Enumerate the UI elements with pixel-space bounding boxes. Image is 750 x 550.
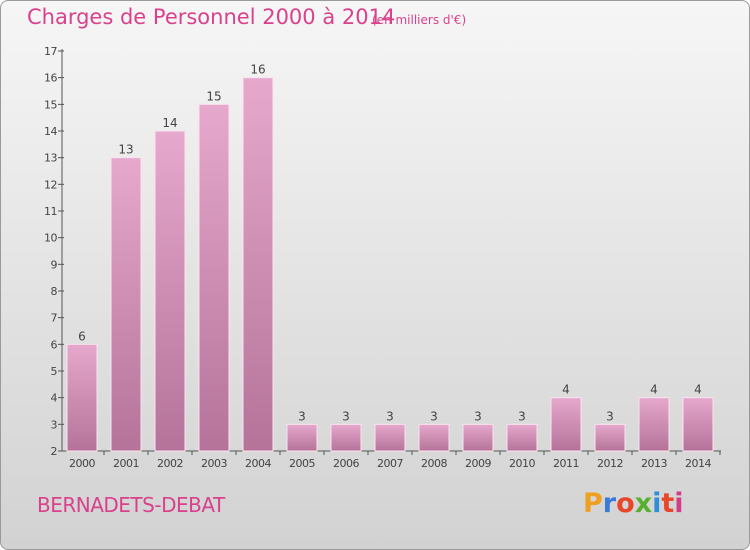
y-tick-label: 13 xyxy=(44,152,57,165)
bar-value-label: 3 xyxy=(342,409,350,423)
bar-value-label: 4 xyxy=(650,383,658,397)
x-tick-label: 2013 xyxy=(641,457,667,470)
x-tick-label: 2014 xyxy=(685,457,711,470)
y-tick-label: 15 xyxy=(44,98,57,111)
y-tick-label: 4 xyxy=(51,392,58,405)
bar-value-label: 4 xyxy=(694,383,702,397)
y-tick-label: 12 xyxy=(44,178,57,191)
bar-value-label: 16 xyxy=(250,63,265,77)
y-tick-label: 17 xyxy=(44,45,57,58)
commune-name: BERNADETS-DEBAT xyxy=(37,493,225,517)
bar xyxy=(330,423,362,452)
y-tick-label: 9 xyxy=(51,258,58,271)
bar-value-label: 3 xyxy=(606,409,614,423)
bar-value-label: 15 xyxy=(206,89,221,103)
bar xyxy=(286,423,318,452)
y-tick-label: 3 xyxy=(51,418,58,431)
bar xyxy=(682,397,714,452)
bar-value-label: 13 xyxy=(118,143,133,157)
bar-value-label: 3 xyxy=(474,409,482,423)
x-tick-label: 2004 xyxy=(245,457,271,470)
bar xyxy=(374,423,406,452)
bar xyxy=(198,103,230,452)
x-tick-label: 2002 xyxy=(157,457,183,470)
y-tick-label: 14 xyxy=(44,125,57,138)
bar-value-label: 4 xyxy=(562,383,570,397)
x-tick-label: 2000 xyxy=(69,457,95,470)
bar-value-label: 14 xyxy=(162,116,177,130)
bar xyxy=(462,423,494,452)
y-tick-label: 8 xyxy=(51,285,58,298)
bar xyxy=(594,423,626,452)
y-tick-label: 6 xyxy=(51,338,58,351)
x-tick-label: 2010 xyxy=(509,457,535,470)
bar xyxy=(550,397,582,452)
y-tick-label: 16 xyxy=(44,72,57,85)
proxiti-logo[interactable]: Proxiti xyxy=(583,488,684,519)
x-tick-label: 2012 xyxy=(597,457,623,470)
bar-value-label: 3 xyxy=(386,409,394,423)
x-tick-label: 2005 xyxy=(289,457,315,470)
y-tick-label: 5 xyxy=(51,365,58,378)
y-tick-label: 10 xyxy=(44,232,57,245)
x-tick-label: 2007 xyxy=(377,457,403,470)
bar xyxy=(66,343,98,452)
bar-value-label: 3 xyxy=(298,409,306,423)
bar xyxy=(506,423,538,452)
chart-title: Charges de Personnel 2000 à 2014 xyxy=(27,5,396,29)
x-tick-label: 2003 xyxy=(201,457,227,470)
bar xyxy=(110,157,142,452)
bar xyxy=(242,77,274,452)
bar-value-label: 6 xyxy=(78,329,86,343)
bar xyxy=(154,130,186,452)
x-tick-label: 2008 xyxy=(421,457,447,470)
y-tick-label: 2 xyxy=(51,445,58,458)
bar xyxy=(638,397,670,452)
chart-subtitle: (en milliers d'€) xyxy=(372,13,467,27)
bar-value-label: 3 xyxy=(430,409,438,423)
bar xyxy=(418,423,450,452)
y-tick-label: 7 xyxy=(51,312,58,325)
x-tick-label: 2009 xyxy=(465,457,491,470)
bar-value-label: 3 xyxy=(518,409,526,423)
x-tick-label: 2001 xyxy=(113,457,139,470)
x-tick-label: 2011 xyxy=(553,457,579,470)
y-tick-label: 11 xyxy=(44,205,57,218)
x-tick-label: 2006 xyxy=(333,457,359,470)
